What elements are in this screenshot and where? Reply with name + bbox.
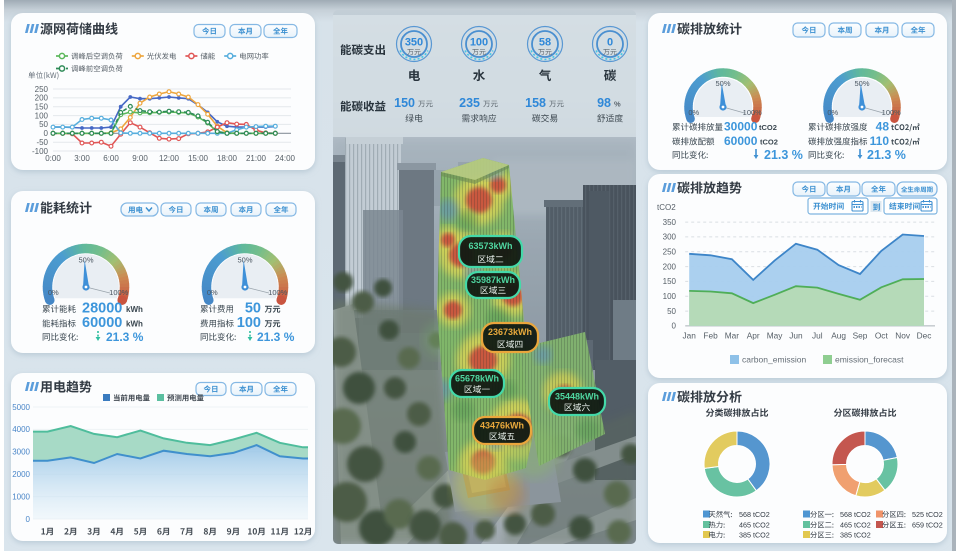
- svg-text:50: 50: [667, 307, 676, 316]
- svg-text:emission_forecast: emission_forecast: [835, 355, 904, 365]
- svg-text:235: 235: [459, 96, 480, 110]
- svg-text:250: 250: [35, 85, 49, 94]
- svg-text:150: 150: [394, 96, 415, 110]
- svg-text:63573kWh: 63573kWh: [468, 241, 512, 251]
- svg-text:%: %: [614, 100, 621, 109]
- svg-text:Aug: Aug: [831, 331, 846, 341]
- svg-text:6:00: 6:00: [103, 154, 119, 163]
- svg-text:Feb: Feb: [703, 331, 718, 341]
- svg-text:50%: 50%: [854, 79, 869, 88]
- svg-text:110: 110: [870, 134, 890, 148]
- svg-text:24:00: 24:00: [275, 154, 296, 163]
- svg-text:58: 58: [539, 37, 551, 49]
- svg-text:0%: 0%: [688, 108, 699, 117]
- svg-text:0%: 0%: [207, 288, 218, 297]
- svg-text:Oct: Oct: [875, 331, 889, 341]
- svg-text:568 tCO2: 568 tCO2: [840, 510, 871, 519]
- svg-text:385 tCO2: 385 tCO2: [739, 531, 770, 540]
- svg-text:Sep: Sep: [853, 331, 868, 341]
- svg-text:150: 150: [663, 277, 677, 286]
- svg-text:50%: 50%: [715, 79, 730, 88]
- svg-text:Jan: Jan: [683, 331, 697, 341]
- svg-text:98: 98: [597, 96, 611, 110]
- svg-text:385 tCO2: 385 tCO2: [840, 531, 871, 540]
- svg-text:Apr: Apr: [747, 331, 760, 341]
- svg-text:100%: 100%: [882, 108, 902, 117]
- svg-text:100%: 100%: [743, 108, 763, 117]
- svg-text:18:00: 18:00: [217, 154, 238, 163]
- svg-text:60000: 60000: [82, 315, 122, 331]
- svg-text:465 tCO2: 465 tCO2: [739, 521, 770, 530]
- svg-text:60000: 60000: [724, 134, 758, 148]
- svg-text:0%: 0%: [48, 288, 59, 297]
- svg-text:21.3 %: 21.3 %: [764, 148, 803, 162]
- svg-text:Dec: Dec: [917, 331, 932, 341]
- svg-text:21.3 %: 21.3 %: [257, 330, 295, 344]
- svg-text:100: 100: [35, 111, 49, 120]
- svg-text:100%: 100%: [268, 288, 288, 297]
- svg-text:3:00: 3:00: [74, 154, 90, 163]
- svg-text:tCO2: tCO2: [657, 203, 676, 212]
- svg-text:43476kWh: 43476kWh: [480, 420, 524, 430]
- svg-text:-50: -50: [36, 138, 48, 147]
- svg-text:35987kWh: 35987kWh: [471, 275, 515, 285]
- svg-text:21.3 %: 21.3 %: [106, 330, 144, 344]
- svg-text:525 tCO2: 525 tCO2: [912, 510, 943, 519]
- svg-text:0: 0: [607, 37, 613, 49]
- svg-text:200: 200: [663, 262, 677, 271]
- svg-text:21:00: 21:00: [246, 154, 267, 163]
- svg-text:4000: 4000: [12, 425, 30, 434]
- svg-text:21.3 %: 21.3 %: [867, 148, 906, 162]
- svg-text:0%: 0%: [827, 108, 838, 117]
- svg-text:kWh: kWh: [126, 320, 143, 329]
- svg-text:May: May: [767, 331, 784, 341]
- svg-text:tCO2: tCO2: [760, 138, 778, 147]
- svg-text:Jun: Jun: [789, 331, 803, 341]
- svg-text:tCO2: tCO2: [759, 123, 777, 132]
- svg-text:12:00: 12:00: [159, 154, 180, 163]
- svg-text:100%: 100%: [109, 288, 129, 297]
- svg-text:0: 0: [26, 515, 31, 524]
- svg-text:150: 150: [35, 103, 49, 112]
- svg-text:200: 200: [35, 94, 49, 103]
- svg-text:100: 100: [237, 315, 261, 331]
- svg-text:300: 300: [663, 233, 677, 242]
- svg-text:48: 48: [876, 120, 890, 134]
- svg-text:350: 350: [405, 37, 423, 49]
- svg-text:50: 50: [39, 120, 48, 129]
- svg-text:Jul: Jul: [812, 331, 823, 341]
- svg-text:350: 350: [663, 218, 677, 227]
- svg-text:0: 0: [44, 129, 49, 138]
- svg-text:-100: -100: [32, 147, 49, 156]
- svg-text:28000: 28000: [82, 301, 122, 317]
- svg-text:Mar: Mar: [725, 331, 740, 341]
- svg-text:158: 158: [525, 96, 546, 110]
- svg-text:kWh: kWh: [126, 305, 143, 314]
- svg-text:1000: 1000: [12, 492, 30, 501]
- svg-text:50%: 50%: [237, 255, 252, 264]
- svg-text:Nov: Nov: [895, 331, 911, 341]
- svg-text:2000: 2000: [12, 470, 30, 479]
- svg-text:0:00: 0:00: [45, 154, 61, 163]
- svg-text:23673kWh: 23673kWh: [488, 327, 532, 337]
- svg-text:100: 100: [470, 37, 488, 49]
- svg-text:carbon_emission: carbon_emission: [742, 355, 807, 365]
- svg-text:465 tCO2: 465 tCO2: [840, 521, 871, 530]
- svg-text:5000: 5000: [12, 403, 30, 412]
- svg-text:35448kWh: 35448kWh: [555, 391, 599, 401]
- svg-text:65678kWh: 65678kWh: [455, 373, 499, 383]
- svg-text:568 tCO2: 568 tCO2: [739, 510, 770, 519]
- svg-text:0: 0: [672, 322, 677, 331]
- svg-text:659 tCO2: 659 tCO2: [912, 521, 943, 530]
- svg-text:250: 250: [663, 248, 677, 257]
- svg-text:3000: 3000: [12, 448, 30, 457]
- svg-text:50: 50: [245, 301, 261, 317]
- svg-text:9:00: 9:00: [132, 154, 148, 163]
- svg-text:15:00: 15:00: [188, 154, 209, 163]
- svg-text:100: 100: [663, 292, 677, 301]
- svg-text:50%: 50%: [78, 255, 93, 264]
- svg-text:30000: 30000: [724, 120, 758, 134]
